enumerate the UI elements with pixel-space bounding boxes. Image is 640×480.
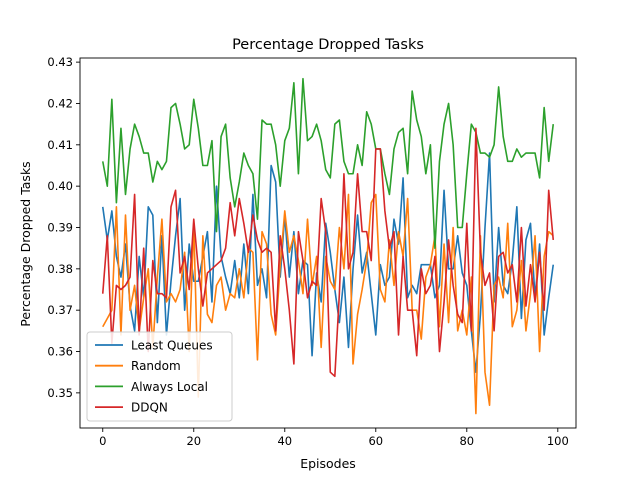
legend-box (86, 331, 233, 422)
legend-label: Random (131, 359, 181, 373)
y-axis: 0.35 0.36 0.37 0.38 0.39 0.40 0.41 0.42 0.43 (47, 55, 80, 400)
series-line-3 (101, 127, 555, 378)
x-tick-label: 40 (277, 434, 292, 448)
series-line-2 (101, 77, 555, 249)
x-axis-label: Episodes (300, 456, 356, 471)
plot-frame (79, 57, 577, 429)
x-tick-label: 80 (459, 434, 474, 448)
legend-label: Least Queues (131, 339, 213, 353)
series-line-1 (102, 193, 554, 415)
x-tick-label: 20 (186, 434, 201, 448)
x-tick-label: 0 (99, 434, 106, 448)
y-tick-label: 0.41 (47, 138, 73, 152)
y-tick-label: 0.38 (47, 262, 73, 276)
y-tick-label: 0.40 (47, 179, 73, 193)
chart-title: Percentage Dropped Tasks (232, 37, 424, 53)
legend-label: Always Local (131, 380, 208, 394)
y-tick-label: 0.35 (47, 386, 73, 400)
y-tick-label: 0.42 (47, 96, 73, 110)
legend: Least Queues Random Always Local DDQN (86, 331, 233, 422)
x-tick-label: 100 (547, 434, 569, 448)
y-tick-label: 0.37 (47, 303, 73, 317)
y-axis-label: Percentage Dropped Tasks (18, 161, 33, 326)
x-tick-label: 60 (368, 434, 383, 448)
series-lines (101, 77, 555, 415)
legend-label: DDQN (131, 401, 168, 415)
y-tick-label: 0.39 (47, 220, 73, 234)
y-tick-label: 0.36 (47, 345, 73, 359)
x-axis: 0 20 40 60 80 100 (99, 428, 569, 448)
y-tick-label: 0.43 (47, 55, 73, 69)
